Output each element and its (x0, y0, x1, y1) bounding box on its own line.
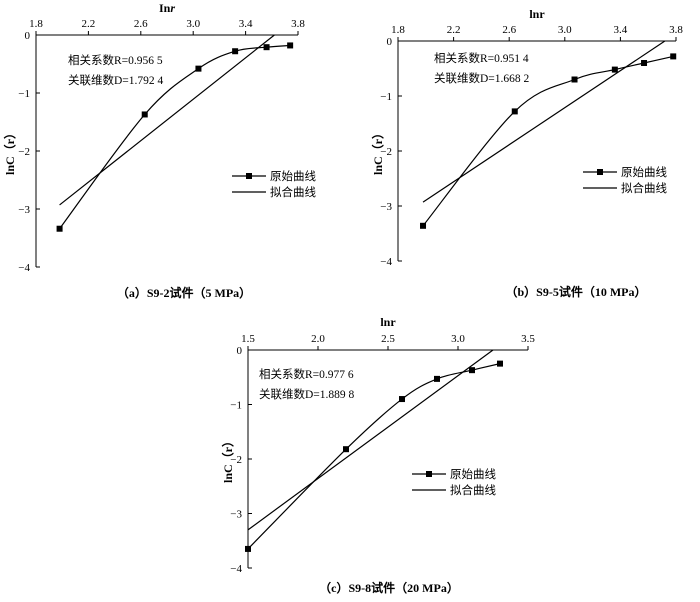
series-original-point (511, 108, 518, 115)
panel-caption: （c）S9-8试件（20 MPa） (319, 580, 459, 595)
y-tick-label: −4 (380, 256, 392, 268)
x-tick-label: 3.0 (186, 18, 200, 30)
y-tick-label: −4 (230, 563, 242, 575)
legend-fitted-label: 拟合曲线 (621, 181, 667, 195)
x-tick-label: 1.8 (391, 24, 405, 36)
series-original-point (611, 66, 618, 73)
series-fitted-line (59, 34, 275, 206)
y-axis-label: lnC（r） (220, 435, 235, 483)
panel-caption: （a）S9-2试件（5 MPa） (117, 285, 251, 300)
x-axis-label-var: r (170, 1, 175, 15)
annotation-text: 相关系数R=0.977 6 (259, 367, 354, 381)
x-tick-label: 3.5 (521, 333, 535, 345)
x-tick-label: 2.2 (82, 18, 96, 30)
legend-original-label: 原始曲线 (270, 169, 316, 183)
series-fitted-line (247, 349, 494, 531)
annotation-text: 相关系数R=0.956 5 (68, 53, 163, 67)
series-original-point (469, 367, 475, 374)
series-original-point (245, 545, 251, 552)
x-axis-label-prefix: lnr (529, 7, 545, 21)
y-tick-label: −1 (18, 88, 30, 100)
panel-caption: （b）S9-5试件（10 MPa） (505, 284, 646, 299)
series-original-point (497, 360, 503, 367)
x-axis-label: lnr (380, 315, 396, 329)
legend-fitted-label: 拟合曲线 (450, 483, 496, 497)
series-original-point (232, 48, 239, 55)
x-axis-label: Inr (159, 1, 175, 15)
series-original-point (141, 111, 148, 118)
series-original-point (434, 375, 440, 382)
x-tick-label: 2.0 (311, 333, 325, 345)
series-original-point (56, 225, 63, 232)
series-original-point (571, 76, 578, 83)
annotation-text: 相关系数R=0.951 4 (434, 51, 529, 65)
y-tick-label: 0 (25, 30, 31, 42)
y-tick-label: −3 (18, 204, 30, 216)
annotation-text: 关联维数D=1.792 4 (68, 73, 164, 87)
x-tick-label: 3.8 (669, 24, 683, 36)
y-tick-label: 0 (387, 36, 393, 48)
chart-panel-2: 1.8 2.2 2.6 3.0 3.4 3.8 0 −1 −2 −3 −4 lnr lnC（r） 相关系数… (370, 7, 683, 299)
y-tick-label: −2 (230, 454, 242, 466)
legend-original-label: 原始曲线 (450, 467, 496, 481)
y-axis-label: lnC（r） (2, 127, 17, 175)
series-original-point (399, 396, 405, 403)
legend-original-marker (426, 471, 432, 477)
y-tick-label: −1 (380, 91, 392, 103)
legend-original-label: 原始曲线 (621, 165, 667, 179)
x-tick-label: 3.4 (614, 24, 628, 36)
y-tick-label: 0 (237, 345, 243, 357)
x-tick-label: 3.0 (451, 333, 465, 345)
x-tick-label: 1.8 (29, 18, 43, 30)
series-original-point (195, 65, 202, 72)
series-fitted-line (422, 40, 666, 203)
y-tick-label: −1 (230, 400, 242, 412)
legend-original-marker (246, 173, 252, 179)
series-original-line (59, 44, 291, 230)
x-tick-label: 3.8 (291, 18, 305, 30)
y-tick-label: −2 (18, 146, 30, 158)
legend-original-marker (597, 169, 603, 175)
x-axis-label: lnr (529, 7, 545, 21)
legend-fitted-label: 拟合曲线 (270, 185, 316, 199)
x-axis-label-prefix: lnr (380, 315, 396, 329)
series-original-point (287, 42, 294, 49)
y-tick-label: −4 (18, 262, 30, 274)
x-tick-label: 3.4 (239, 18, 253, 30)
series-original-point (670, 53, 677, 60)
series-original-point (641, 60, 648, 66)
chart-panel-3: 1.5 2.0 2.5 3.0 3.5 0 −1 −2 −3 −4 lnr lnC（r） 相关系数R=0… (220, 315, 535, 595)
y-tick-label: −2 (380, 146, 392, 158)
x-tick-label: 1.5 (241, 333, 255, 345)
x-tick-label: 2.6 (502, 24, 516, 36)
y-tick-label: −3 (380, 201, 392, 213)
series-original-point (263, 44, 270, 51)
x-tick-label: 2.6 (134, 18, 148, 30)
x-tick-label: 3.0 (558, 24, 572, 36)
annotation-text: 关联维数D=1.668 2 (434, 71, 530, 85)
annotation-text: 关联维数D=1.889 8 (259, 387, 355, 401)
x-tick-label: 2.2 (447, 24, 461, 36)
series-original-point (343, 446, 349, 453)
series-original-point (420, 222, 427, 229)
chart-panel-1: 1.8 2.2 2.6 3.0 3.4 3.8 0 −1 −2 −3 −4 Inr lnC（r） 相关系数… (2, 1, 316, 300)
y-axis-label: lnC（r） (370, 127, 385, 175)
x-axis-label-prefix: In (159, 1, 171, 15)
y-tick-label: −3 (230, 509, 242, 521)
x-tick-label: 2.5 (381, 333, 395, 345)
